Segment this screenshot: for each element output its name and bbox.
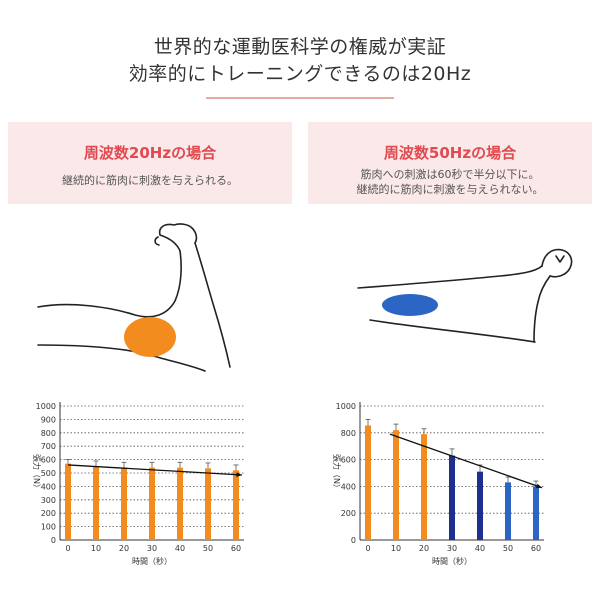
y-axis-title: 張力（N） <box>32 454 42 492</box>
flexed-arm-illustration <box>37 223 231 372</box>
panel-20hz-description: 継続的に筋肉に刺激を与えられる。 <box>62 174 238 187</box>
bar <box>477 471 483 540</box>
upper-edge-outline <box>357 265 543 289</box>
lower-edge-outline <box>369 319 536 343</box>
x-axis-title: 時間（秒） <box>132 556 172 566</box>
forearm-outline <box>194 242 231 368</box>
weakened-muscle-blue <box>382 294 438 316</box>
y-tick-label: 600 <box>41 456 56 465</box>
active-muscle-orange <box>124 317 176 357</box>
panel-50hz-title: 周波数50Hzの場合 <box>383 144 517 162</box>
wrist-outline <box>533 275 551 343</box>
y-tick-label: 400 <box>341 482 356 491</box>
x-tick-label: 40 <box>475 544 485 553</box>
panel-50hz-description-1: 筋肉への刺激は60秒で半分以下に。 <box>360 168 540 181</box>
upper-arm-outline <box>37 250 182 318</box>
y-tick-label: 1000 <box>36 402 56 411</box>
y-tick-label: 1000 <box>336 402 356 411</box>
x-tick-label: 20 <box>419 544 429 553</box>
title-divider <box>206 97 394 99</box>
y-tick-label: 800 <box>41 429 56 438</box>
trend-arrowhead <box>536 483 542 489</box>
bar <box>149 467 155 540</box>
y-tick-label: 700 <box>41 442 56 451</box>
bar <box>421 434 427 540</box>
fist-outline <box>541 248 573 278</box>
chart-50hz: 0 200 400 600 800 1000 0 10 20 30 40 50 60 時間（秒） 張力（N） <box>332 402 544 566</box>
x-tick-label: 10 <box>91 544 101 553</box>
bar <box>205 468 211 540</box>
fist-outline <box>158 223 198 252</box>
bar <box>505 482 511 540</box>
x-axis-title: 時間（秒） <box>432 556 472 566</box>
x-tick-label: 40 <box>175 544 185 553</box>
x-tick-label: 0 <box>65 544 70 553</box>
x-tick-label: 60 <box>231 544 241 553</box>
x-tick-label: 20 <box>119 544 129 553</box>
trend-line <box>389 433 543 489</box>
x-tick-label: 50 <box>503 544 513 553</box>
y-tick-label: 400 <box>41 482 56 491</box>
x-tick-label: 0 <box>365 544 370 553</box>
headline-line-1: 世界的な運動医科学の権威が実証 <box>153 36 447 58</box>
bar <box>233 470 239 540</box>
chart-20hz: 0 100 200 300 400 500 600 700 800 900 1000 0 10 20 30 4… <box>32 402 244 566</box>
bar <box>121 467 127 540</box>
extended-arm-illustration <box>357 248 573 343</box>
bar <box>93 466 99 540</box>
y-tick-label: 800 <box>341 429 356 438</box>
y-tick-label: 0 <box>51 536 56 545</box>
x-tick-label: 10 <box>391 544 401 553</box>
bar <box>533 486 539 540</box>
y-tick-label: 200 <box>341 509 356 518</box>
panel-50hz: 周波数50Hzの場合 筋肉への刺激は60秒で半分以下に。 継続的に筋肉に刺激を与… <box>308 122 592 204</box>
trend-line <box>67 464 243 476</box>
bar <box>65 463 71 540</box>
thumb-outline <box>154 236 160 246</box>
y-tick-label: 200 <box>41 509 56 518</box>
bar <box>177 467 183 540</box>
panel-20hz-title: 周波数20Hzの場合 <box>83 144 217 162</box>
knuckle-outline <box>555 255 565 263</box>
y-axis-title: 張力（N） <box>332 454 342 492</box>
y-tick-label: 900 <box>41 415 56 424</box>
bar <box>365 425 371 540</box>
trend-arrowhead <box>236 472 242 478</box>
panel-20hz: 周波数20Hzの場合 継続的に筋肉に刺激を与えられる。 <box>8 122 292 204</box>
bar <box>449 455 455 540</box>
y-tick-label: 600 <box>341 456 356 465</box>
panel-50hz-description-2: 継続的に筋肉に刺激を与えられない。 <box>356 183 544 196</box>
lower-arm-outline <box>37 344 206 372</box>
headline-line-2: 効率的にトレーニングできるのは20Hz <box>128 63 472 85</box>
y-tick-label: 0 <box>351 536 356 545</box>
x-tick-label: 50 <box>203 544 213 553</box>
y-tick-label: 100 <box>41 523 56 532</box>
bar <box>393 430 399 540</box>
y-tick-label: 500 <box>41 469 56 478</box>
x-tick-label: 30 <box>147 544 157 553</box>
x-tick-label: 60 <box>531 544 541 553</box>
x-tick-label: 30 <box>447 544 457 553</box>
y-tick-label: 300 <box>41 496 56 505</box>
